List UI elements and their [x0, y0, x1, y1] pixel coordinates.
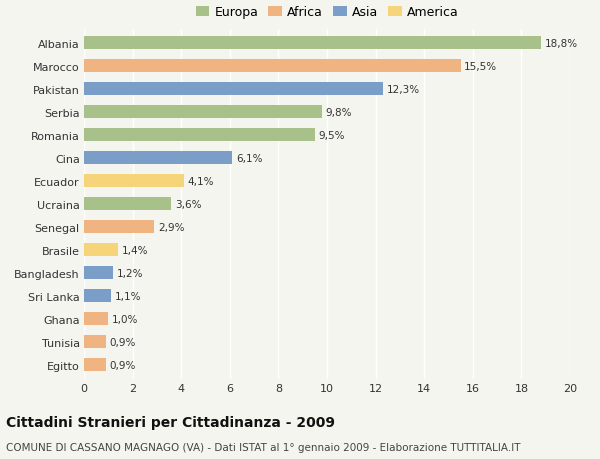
- Text: 9,5%: 9,5%: [319, 130, 345, 140]
- Bar: [84, 175, 184, 188]
- Text: 0,9%: 0,9%: [110, 337, 136, 347]
- Bar: [84, 290, 111, 302]
- Bar: [84, 37, 541, 50]
- Bar: [84, 336, 106, 348]
- Legend: Europa, Africa, Asia, America: Europa, Africa, Asia, America: [196, 6, 458, 19]
- Bar: [84, 313, 109, 325]
- Bar: [84, 221, 154, 234]
- Text: 3,6%: 3,6%: [175, 199, 202, 209]
- Bar: [84, 83, 383, 96]
- Text: 2,9%: 2,9%: [158, 222, 185, 232]
- Bar: [84, 106, 322, 119]
- Text: 1,4%: 1,4%: [122, 245, 148, 255]
- Bar: [84, 152, 232, 165]
- Bar: [84, 60, 461, 73]
- Text: COMUNE DI CASSANO MAGNAGO (VA) - Dati ISTAT al 1° gennaio 2009 - Elaborazione TU: COMUNE DI CASSANO MAGNAGO (VA) - Dati IS…: [6, 442, 521, 452]
- Bar: [84, 267, 113, 280]
- Bar: [84, 244, 118, 257]
- Text: 1,0%: 1,0%: [112, 314, 139, 324]
- Text: 4,1%: 4,1%: [187, 176, 214, 186]
- Text: 15,5%: 15,5%: [464, 62, 497, 72]
- Bar: [84, 358, 106, 371]
- Bar: [84, 129, 315, 142]
- Text: 1,2%: 1,2%: [117, 268, 143, 278]
- Text: 9,8%: 9,8%: [326, 107, 352, 118]
- Bar: [84, 198, 172, 211]
- Text: 0,9%: 0,9%: [110, 360, 136, 370]
- Text: Cittadini Stranieri per Cittadinanza - 2009: Cittadini Stranieri per Cittadinanza - 2…: [6, 415, 335, 429]
- Text: 18,8%: 18,8%: [544, 39, 578, 49]
- Text: 12,3%: 12,3%: [386, 84, 419, 95]
- Text: 6,1%: 6,1%: [236, 153, 262, 163]
- Text: 1,1%: 1,1%: [115, 291, 141, 301]
